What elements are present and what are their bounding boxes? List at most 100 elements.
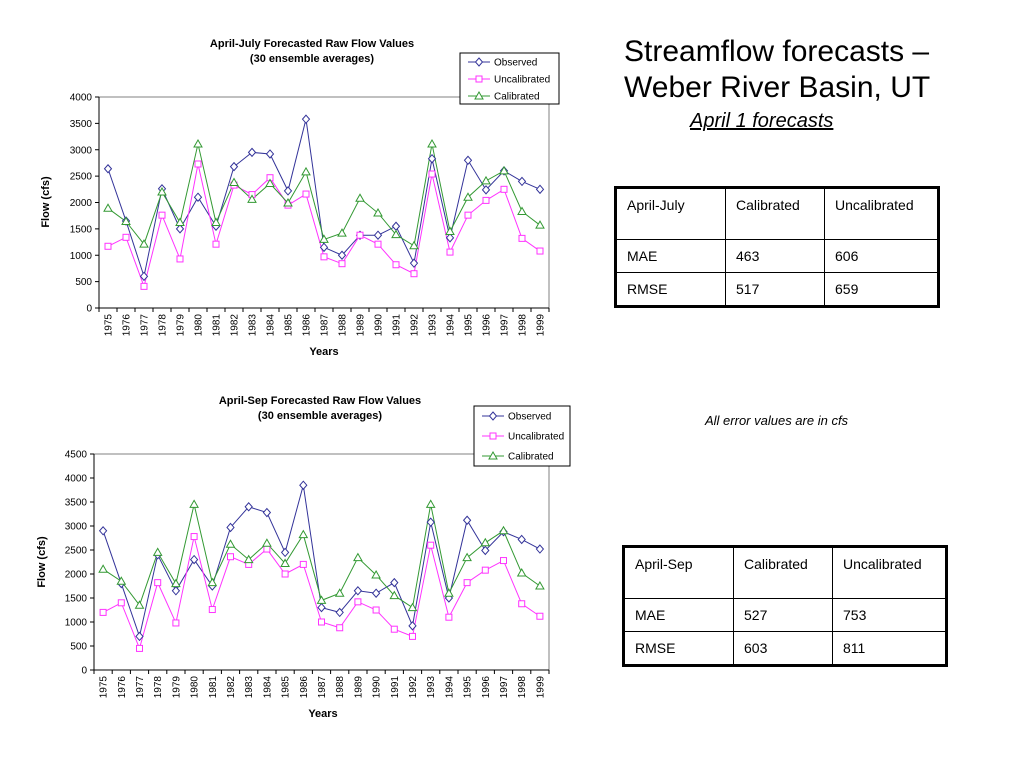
- data-point-observed: [103, 163, 113, 174]
- data-point-calibrated: [175, 217, 185, 227]
- table-cell: 463: [725, 239, 825, 273]
- table-row: RMSE 603 811: [623, 631, 947, 666]
- x-tick-label: 1980: [194, 314, 205, 337]
- x-axis-title: Years: [309, 346, 338, 358]
- data-point-observed: [390, 577, 399, 588]
- data-point-uncalibrated: [446, 248, 454, 256]
- y-axis-title: Flow (cfs): [40, 176, 52, 228]
- data-point-observed: [353, 586, 363, 596]
- data-point-uncalibrated: [374, 240, 382, 248]
- y-tick-label: 4000: [70, 93, 93, 104]
- data-point-uncalibrated: [176, 255, 184, 263]
- table-header-row: April-Sep Calibrated Uncalibrated: [623, 546, 947, 599]
- chart-title: April-July Forecasted Raw Flow Values: [210, 38, 414, 50]
- data-point-uncalibrated: [140, 282, 148, 290]
- x-tick-label: 1981: [208, 676, 219, 699]
- chart-subtitle: (30 ensemble averages): [258, 410, 382, 422]
- data-point-calibrated: [516, 568, 527, 577]
- x-tick-label: 1993: [428, 314, 439, 337]
- april-sep-flow-chart: April-Sep Forecasted Raw Flow Values (30…: [36, 395, 571, 720]
- data-point-calibrated: [444, 588, 454, 597]
- x-tick-label: 1982: [230, 314, 241, 337]
- data-point-observed: [535, 544, 545, 554]
- data-point-calibrated: [425, 499, 436, 508]
- y-tick-label: 1500: [70, 224, 93, 235]
- data-point-calibrated: [193, 138, 203, 148]
- data-point-observed: [426, 517, 435, 527]
- data-point-calibrated: [247, 194, 257, 203]
- x-tick-label: 1979: [171, 676, 182, 699]
- y-tick-label: 3000: [65, 522, 88, 533]
- data-point-observed: [317, 602, 326, 613]
- data-point-observed: [135, 631, 144, 642]
- x-tick-label: 1986: [299, 676, 310, 699]
- data-point-calibrated: [280, 558, 290, 567]
- data-point-observed: [535, 184, 545, 195]
- x-tick-label: 1983: [244, 676, 255, 699]
- x-tick-label: 1991: [392, 314, 403, 337]
- x-tick-label: 1983: [248, 314, 259, 337]
- x-tick-label: 1984: [266, 314, 277, 337]
- data-point-uncalibrated: [354, 598, 362, 606]
- legend-marker: [474, 57, 484, 67]
- x-tick-label: 1988: [338, 314, 349, 337]
- legend-marker: [488, 450, 498, 460]
- data-point-calibrated: [134, 600, 145, 609]
- y-axis-title: Flow (cfs): [36, 536, 48, 588]
- data-point-uncalibrated: [227, 553, 234, 561]
- data-point-calibrated: [480, 537, 491, 547]
- data-point-uncalibrated: [518, 234, 526, 242]
- legend-label: Observed: [508, 412, 551, 423]
- data-point-observed: [373, 230, 383, 240]
- x-axis: 1975 1976 1977 1978 1979 1980 1981 1982 1983 1984…: [98, 307, 550, 337]
- table-header-cell: Calibrated: [733, 546, 833, 599]
- table-cell: 606: [824, 239, 939, 273]
- data-point-calibrated: [389, 590, 400, 600]
- data-point-calibrated: [462, 552, 472, 562]
- y-tick-label: 2000: [70, 198, 93, 209]
- table-header-cell: Calibrated: [725, 187, 825, 240]
- x-tick-label: 1996: [481, 676, 492, 699]
- y-axis: 0 500 1000 1500 2000 2500 3000 3500 4000 4500: [65, 450, 95, 677]
- data-point-calibrated: [535, 580, 545, 590]
- data-point-observed: [371, 588, 381, 598]
- legend-label: Calibrated: [508, 452, 554, 463]
- legend-marker: [474, 90, 484, 100]
- y-tick-label: 500: [70, 642, 87, 653]
- table-cell: RMSE: [615, 272, 726, 307]
- x-tick-label: 1992: [410, 314, 421, 337]
- data-point-calibrated: [152, 547, 163, 556]
- x-tick-label: 1979: [176, 314, 187, 337]
- data-point-observed: [171, 586, 181, 596]
- data-point-calibrated: [371, 569, 381, 579]
- data-point-observed: [481, 545, 490, 556]
- data-point-uncalibrated: [158, 211, 166, 219]
- data-point-calibrated: [225, 539, 236, 548]
- y-tick-label: 3000: [70, 145, 93, 156]
- x-tick-label: 1997: [499, 676, 510, 699]
- table-cell: 659: [824, 272, 939, 307]
- table-cell: MAE: [623, 598, 734, 632]
- data-point-uncalibrated: [318, 618, 325, 626]
- data-point-uncalibrated: [445, 613, 453, 621]
- data-point-observed: [280, 547, 290, 558]
- data-point-calibrated: [298, 529, 309, 539]
- data-point-uncalibrated: [500, 185, 508, 193]
- x-tick-label: 1985: [284, 314, 295, 337]
- x-tick-label: 1981: [212, 314, 223, 337]
- data-point-calibrated: [427, 138, 437, 148]
- x-tick-label: 1986: [302, 314, 313, 337]
- data-point-observed: [337, 250, 347, 261]
- plot-area: [93, 453, 550, 671]
- april-july-flow-chart: April-July Forecasted Raw Flow Values (3…: [40, 38, 560, 358]
- x-tick-label: 1995: [463, 676, 474, 699]
- data-point-uncalibrated: [136, 644, 143, 652]
- data-point-observed: [226, 522, 235, 533]
- data-point-calibrated: [337, 228, 347, 237]
- april-sep-error-table: April-Sep Calibrated Uncalibrated MAE 52…: [622, 545, 948, 667]
- data-point-calibrated: [463, 192, 473, 201]
- data-point-uncalibrated: [427, 541, 435, 549]
- data-point-observed: [265, 149, 275, 159]
- x-tick-label: 1988: [335, 676, 346, 699]
- series-lines: [98, 480, 545, 652]
